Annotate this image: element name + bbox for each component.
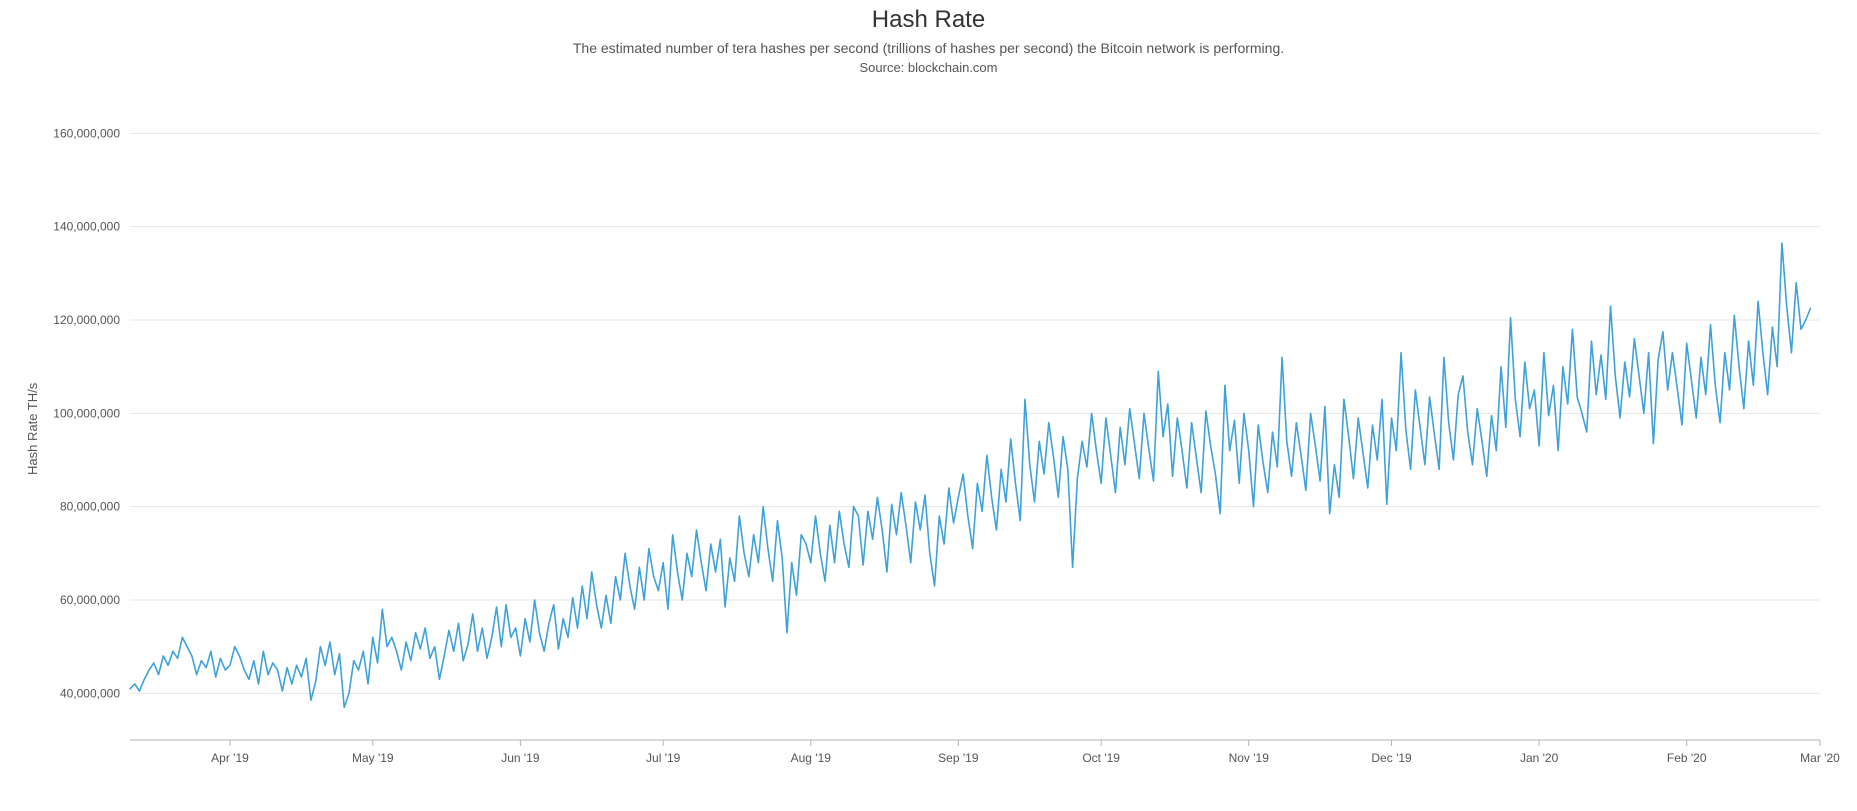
svg-text:40,000,000: 40,000,000 (60, 686, 120, 700)
svg-text:Dec '19: Dec '19 (1371, 751, 1412, 765)
svg-text:140,000,000: 140,000,000 (53, 220, 120, 234)
hashrate-chart: Hash Rate The estimated number of tera h… (0, 0, 1857, 811)
svg-text:Feb '20: Feb '20 (1667, 751, 1707, 765)
svg-text:120,000,000: 120,000,000 (53, 313, 120, 327)
svg-text:May '19: May '19 (352, 751, 394, 765)
svg-text:80,000,000: 80,000,000 (60, 500, 120, 514)
svg-text:160,000,000: 160,000,000 (53, 126, 120, 140)
svg-text:100,000,000: 100,000,000 (53, 406, 120, 420)
svg-text:60,000,000: 60,000,000 (60, 593, 120, 607)
svg-text:Sep '19: Sep '19 (938, 751, 979, 765)
chart-plot-area: 40,000,000 60,000,000 80,000,000 100,000,00… (0, 0, 1857, 811)
svg-text:Oct '19: Oct '19 (1082, 751, 1120, 765)
svg-text:Apr '19: Apr '19 (211, 751, 249, 765)
svg-text:Aug '19: Aug '19 (791, 751, 832, 765)
svg-text:Jan '20: Jan '20 (1520, 751, 1559, 765)
svg-text:Nov '19: Nov '19 (1229, 751, 1270, 765)
svg-text:Jul '19: Jul '19 (646, 751, 681, 765)
svg-text:Mar '20: Mar '20 (1800, 751, 1840, 765)
svg-text:Jun '19: Jun '19 (501, 751, 540, 765)
